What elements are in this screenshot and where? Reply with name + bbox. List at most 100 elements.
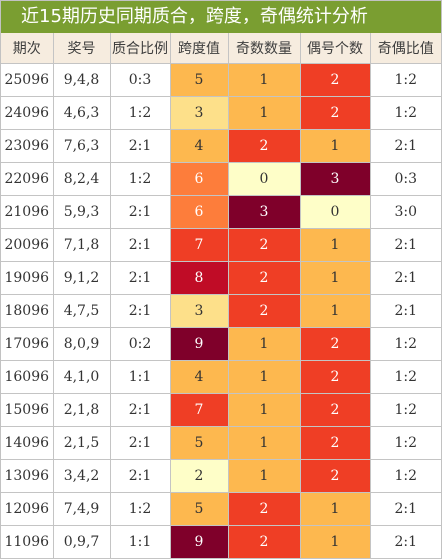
odd-even-ratio-cell: 1:2 <box>369 327 441 361</box>
table-row: 21096 5,9,3 2:1 6 3 0 3:0 <box>1 195 441 229</box>
even-count-cell: 2 <box>299 393 371 427</box>
period-cell: 16096 <box>1 360 54 394</box>
panel-title: 近15期历史同期质合，跨度，奇偶统计分析 <box>1 1 441 33</box>
odd-even-ratio-cell: 2:1 <box>369 525 441 559</box>
period-cell: 13096 <box>1 459 54 493</box>
span-cell: 7 <box>169 393 229 427</box>
numbers-cell: 7,6,3 <box>52 129 111 163</box>
numbers-cell: 4,1,0 <box>52 360 111 394</box>
period-cell: 12096 <box>1 492 54 526</box>
even-count-cell: 2 <box>299 96 371 130</box>
header-prime-ratio: 质合比例 <box>109 33 171 64</box>
table-row: 22096 8,2,4 1:2 6 0 3 0:3 <box>1 162 441 196</box>
numbers-cell: 9,1,2 <box>52 261 111 295</box>
even-count-cell: 2 <box>299 360 371 394</box>
period-cell: 22096 <box>1 162 54 196</box>
even-count-cell: 2 <box>299 63 371 97</box>
even-count-cell: 1 <box>299 294 371 328</box>
span-cell: 9 <box>169 327 229 361</box>
odd-count-cell: 3 <box>227 195 301 229</box>
odd-even-ratio-cell: 1:2 <box>369 393 441 427</box>
prime-ratio-cell: 1:1 <box>109 360 171 394</box>
period-cell: 15096 <box>1 393 54 427</box>
header-even-count: 偶号个数 <box>299 33 371 64</box>
period-cell: 24096 <box>1 96 54 130</box>
numbers-cell: 2,1,8 <box>52 393 111 427</box>
period-cell: 23096 <box>1 129 54 163</box>
odd-count-cell: 1 <box>227 327 301 361</box>
odd-count-cell: 2 <box>227 492 301 526</box>
even-count-cell: 1 <box>299 525 371 559</box>
odd-even-ratio-cell: 2:1 <box>369 129 441 163</box>
odd-count-cell: 1 <box>227 393 301 427</box>
odd-even-ratio-cell: 1:2 <box>369 360 441 394</box>
table-row: 24096 4,6,3 1:2 3 1 2 1:2 <box>1 96 441 130</box>
prime-ratio-cell: 1:2 <box>109 162 171 196</box>
numbers-cell: 7,4,9 <box>52 492 111 526</box>
odd-count-cell: 2 <box>227 261 301 295</box>
numbers-cell: 4,7,5 <box>52 294 111 328</box>
prime-ratio-cell: 2:1 <box>109 393 171 427</box>
odd-even-ratio-cell: 1:2 <box>369 63 441 97</box>
even-count-cell: 1 <box>299 228 371 262</box>
even-count-cell: 0 <box>299 195 371 229</box>
span-cell: 7 <box>169 228 229 262</box>
table-row: 16096 4,1,0 1:1 4 1 2 1:2 <box>1 360 441 394</box>
span-cell: 5 <box>169 492 229 526</box>
header-odd-count: 奇数数量 <box>227 33 301 64</box>
even-count-cell: 2 <box>299 426 371 460</box>
odd-even-ratio-cell: 1:2 <box>369 426 441 460</box>
odd-count-cell: 2 <box>227 294 301 328</box>
header-row: 期次 奖号 质合比例 跨度值 奇数数量 偶号个数 奇偶比值 <box>1 33 441 64</box>
header-span: 跨度值 <box>169 33 229 64</box>
odd-even-ratio-cell: 2:1 <box>369 261 441 295</box>
span-cell: 6 <box>169 162 229 196</box>
numbers-cell: 2,1,5 <box>52 426 111 460</box>
prime-ratio-cell: 2:1 <box>109 459 171 493</box>
period-cell: 20096 <box>1 228 54 262</box>
prime-ratio-cell: 2:1 <box>109 228 171 262</box>
table-row: 13096 3,4,2 2:1 2 1 2 1:2 <box>1 459 441 493</box>
prime-ratio-cell: 2:1 <box>109 261 171 295</box>
numbers-cell: 4,6,3 <box>52 96 111 130</box>
prime-ratio-cell: 2:1 <box>109 195 171 229</box>
header-period: 期次 <box>1 33 54 64</box>
prime-ratio-cell: 1:2 <box>109 492 171 526</box>
span-cell: 4 <box>169 129 229 163</box>
odd-even-ratio-cell: 0:3 <box>369 162 441 196</box>
period-cell: 25096 <box>1 63 54 97</box>
numbers-cell: 9,4,8 <box>52 63 111 97</box>
odd-even-ratio-cell: 2:1 <box>369 492 441 526</box>
odd-count-cell: 1 <box>227 360 301 394</box>
even-count-cell: 1 <box>299 492 371 526</box>
numbers-cell: 5,9,3 <box>52 195 111 229</box>
numbers-cell: 3,4,2 <box>52 459 111 493</box>
odd-count-cell: 1 <box>227 426 301 460</box>
odd-even-ratio-cell: 1:2 <box>369 96 441 130</box>
header-numbers: 奖号 <box>52 33 111 64</box>
span-cell: 8 <box>169 261 229 295</box>
prime-ratio-cell: 0:2 <box>109 327 171 361</box>
period-cell: 11096 <box>1 525 54 559</box>
even-count-cell: 2 <box>299 459 371 493</box>
table-row: 18096 4,7,5 2:1 3 2 1 2:1 <box>1 294 441 328</box>
even-count-cell: 1 <box>299 261 371 295</box>
span-cell: 5 <box>169 426 229 460</box>
odd-count-cell: 1 <box>227 459 301 493</box>
table-row: 17096 8,0,9 0:2 9 1 2 1:2 <box>1 327 441 361</box>
span-cell: 2 <box>169 459 229 493</box>
even-count-cell: 1 <box>299 129 371 163</box>
odd-count-cell: 1 <box>227 96 301 130</box>
span-cell: 4 <box>169 360 229 394</box>
numbers-cell: 8,0,9 <box>52 327 111 361</box>
span-cell: 5 <box>169 63 229 97</box>
prime-ratio-cell: 2:1 <box>109 294 171 328</box>
header-odd-even-ratio: 奇偶比值 <box>369 33 441 64</box>
span-cell: 6 <box>169 195 229 229</box>
table-row: 20096 7,1,8 2:1 7 2 1 2:1 <box>1 228 441 262</box>
table-row: 23096 7,6,3 2:1 4 2 1 2:1 <box>1 129 441 163</box>
prime-ratio-cell: 2:1 <box>109 426 171 460</box>
numbers-cell: 7,1,8 <box>52 228 111 262</box>
prime-ratio-cell: 2:1 <box>109 129 171 163</box>
period-cell: 14096 <box>1 426 54 460</box>
